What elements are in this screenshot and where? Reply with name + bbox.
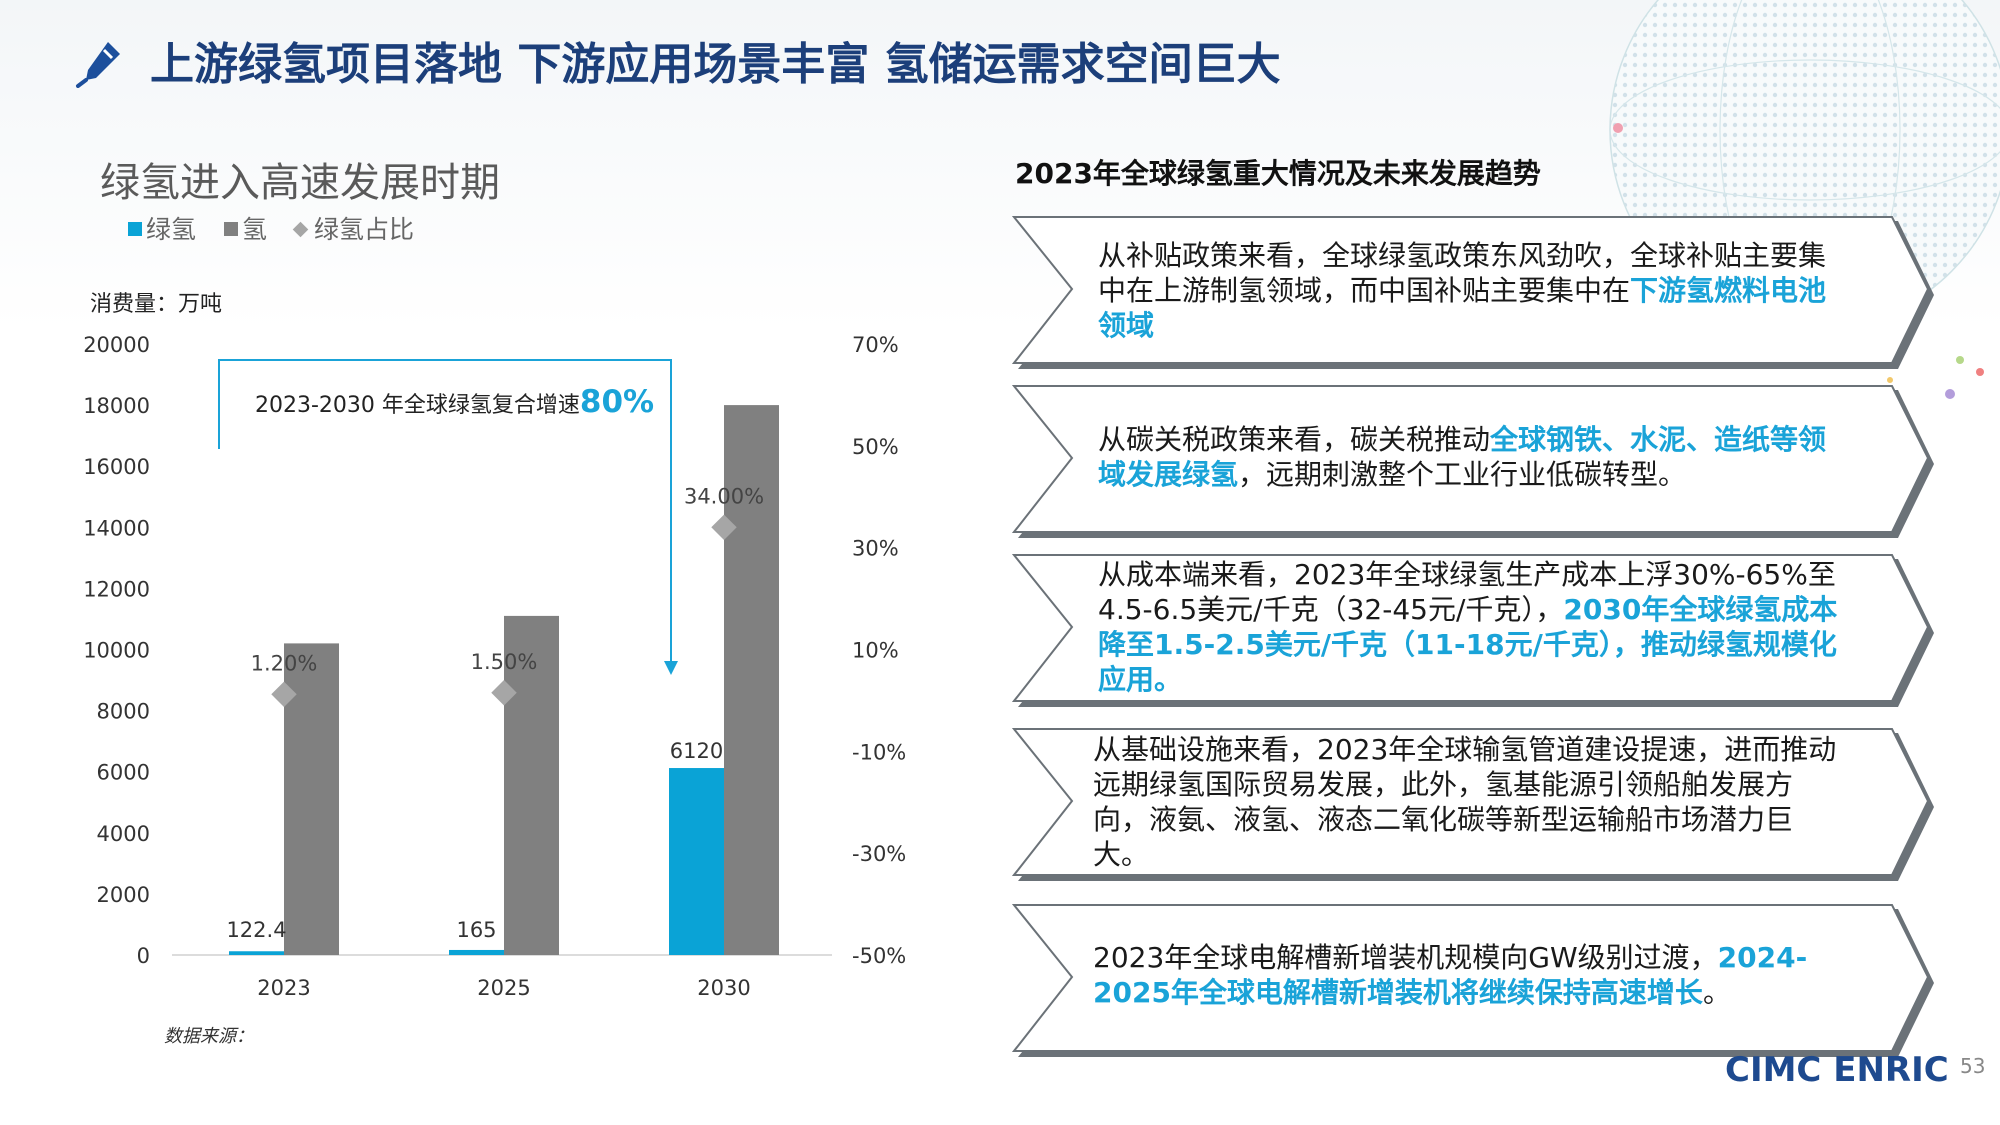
- data-label-green-share: 34.00%: [684, 484, 764, 508]
- body-text: ，远期刺激整个工业行业低碳转型。: [1238, 458, 1687, 491]
- card-arrow-shape: [1012, 554, 1934, 707]
- body-text: 2023年全球电解槽新增装机规模向GW级别过渡，: [1093, 941, 1718, 974]
- trend-card-text: 2023年全球电解槽新增装机规模向GW级别过渡，2024-2025年全球电解槽新…: [1093, 940, 1838, 1010]
- highlight-text: 2024-2025年全球电解槽新增装机将继续保持高速增长: [1093, 941, 1808, 1009]
- legend-label: 绿氢占比: [313, 215, 414, 244]
- trend-card-text: 从成本端来看，2023年全球绿氢生产成本上浮30%-65%至4.5-6.5美元/…: [1098, 557, 1843, 697]
- page-number: 53: [1960, 1054, 1986, 1078]
- trend-card-text: 从基础设施来看，2023年全球输氢管道建设提速，进而推动远期绿氢国际贸易发展，此…: [1093, 732, 1838, 872]
- trend-card: [1012, 727, 1938, 885]
- pen-icon: [76, 42, 120, 88]
- x-tick-label: 2025: [477, 976, 530, 1000]
- x-tick-label: 2030: [697, 976, 750, 1000]
- legend-item-green-hydrogen: 绿氢: [128, 215, 196, 244]
- bar-hydrogen: [504, 615, 559, 955]
- trend-card-text: 从补贴政策来看，全球绿氢政策东风劲吹，全球补贴主要集中在上游制氢领域，而中国补贴…: [1098, 238, 1843, 343]
- data-source-label: 数据来源：: [164, 1026, 254, 1047]
- data-label-green-hydrogen: 6120: [670, 739, 723, 763]
- bar-hydrogen: [724, 405, 779, 956]
- chart-legend: 绿氢 氢 绿氢占比: [128, 210, 434, 246]
- y-left-tick-label: 8000: [97, 700, 150, 724]
- card-arrow-shape: [1012, 385, 1934, 538]
- y-left-tick-label: 18000: [83, 394, 150, 418]
- growth-note: 2023-2030 年全球绿氢复合增速80%: [255, 384, 654, 420]
- growth-arrow-head: [664, 661, 678, 675]
- y-axis-unit-label: 消费量：万吨: [90, 292, 223, 317]
- y-right-tick-label: 30%: [852, 537, 899, 561]
- trend-card: [1012, 384, 1938, 542]
- highlight-text: 2030年全球绿氢成本降至1.5-2.5美元/千克（11-18元/千克），推动绿…: [1098, 593, 1838, 696]
- bar-green-hydrogen: [669, 768, 724, 955]
- body-text: 从碳关税政策来看，碳关税推动: [1098, 423, 1491, 456]
- y-left-tick-label: 12000: [83, 577, 150, 601]
- legend-item-green-share: 绿氢占比: [292, 215, 414, 244]
- growth-note-value: 80%: [580, 384, 654, 420]
- body-text: 从基础设施来看，2023年全球输氢管道建设提速，进而推动远期绿氢国际贸易发展，此…: [1093, 733, 1837, 871]
- chart-title: 绿氢进入高速发展时期: [100, 160, 500, 206]
- trends-heading: 2023年全球绿氢重大情况及未来发展趋势: [1015, 157, 1541, 190]
- y-right-tick-label: 50%: [852, 435, 899, 459]
- y-left-tick-label: 20000: [83, 333, 150, 357]
- y-right-tick-label: 70%: [852, 333, 899, 357]
- y-left-tick-label: 16000: [83, 455, 150, 479]
- data-label-green-hydrogen: 122.4: [226, 918, 286, 942]
- trend-card: [1012, 553, 1938, 711]
- brand-logo: CIMC ENRIC: [1725, 1050, 1949, 1090]
- bar-green-hydrogen: [449, 949, 504, 955]
- marker-green-share: [271, 681, 297, 708]
- growth-bracket-line: [218, 359, 672, 665]
- marker-green-share: [711, 514, 737, 541]
- card-arrow-shape: [1012, 216, 1934, 369]
- page-title: 上游绿氢项目落地 下游应用场景丰富 氢储运需求空间巨大: [150, 39, 1281, 90]
- highlight-text: 下游氢燃料电池领域: [1098, 274, 1827, 342]
- legend-label: 绿氢: [146, 215, 197, 244]
- trend-card: [1012, 215, 1938, 373]
- data-label-green-hydrogen: 165: [456, 918, 496, 942]
- highlight-text: 全球钢铁、水泥、造纸等领域发展绿氢: [1098, 423, 1827, 491]
- legend-item-hydrogen: 氢: [223, 215, 267, 244]
- y-right-tick-label: 10%: [852, 639, 899, 663]
- body-text: 从成本端来看，2023年全球绿氢生产成本上浮30%-65%至4.5-6.5美元/…: [1098, 558, 1836, 626]
- body-text: 。: [1702, 976, 1731, 1009]
- marker-green-share: [491, 680, 517, 706]
- body-text: 从补贴政策来看，全球绿氢政策东风劲吹，全球补贴主要集中在上游制氢领域，而中国补贴…: [1098, 239, 1827, 307]
- y-left-tick-label: 10000: [83, 639, 150, 663]
- y-left-tick-label: 0: [137, 944, 150, 968]
- bar-green-hydrogen: [229, 951, 284, 955]
- data-label-green-share: 1.20%: [251, 651, 318, 675]
- y-left-tick-label: 6000: [97, 761, 150, 785]
- x-tick-label: 2023: [257, 976, 310, 1000]
- trend-card-text: 从碳关税政策来看，碳关税推动全球钢铁、水泥、造纸等领域发展绿氢，远期刺激整个工业…: [1098, 422, 1843, 492]
- y-right-tick-label: -30%: [852, 842, 906, 866]
- y-left-tick-label: 4000: [97, 822, 150, 846]
- growth-note-text: 2023-2030 年全球绿氢复合增速: [255, 393, 580, 418]
- data-label-green-share: 1.50%: [471, 650, 538, 674]
- y-right-tick-label: -50%: [852, 944, 906, 968]
- legend-label: 氢: [241, 215, 267, 244]
- card-arrow-shape: [1012, 728, 1934, 881]
- y-left-tick-label: 2000: [97, 883, 150, 907]
- card-arrow-shape: [1012, 904, 1934, 1057]
- y-left-tick-label: 14000: [83, 516, 150, 540]
- trend-card: [1012, 903, 1938, 1061]
- y-right-tick-label: -10%: [852, 740, 906, 764]
